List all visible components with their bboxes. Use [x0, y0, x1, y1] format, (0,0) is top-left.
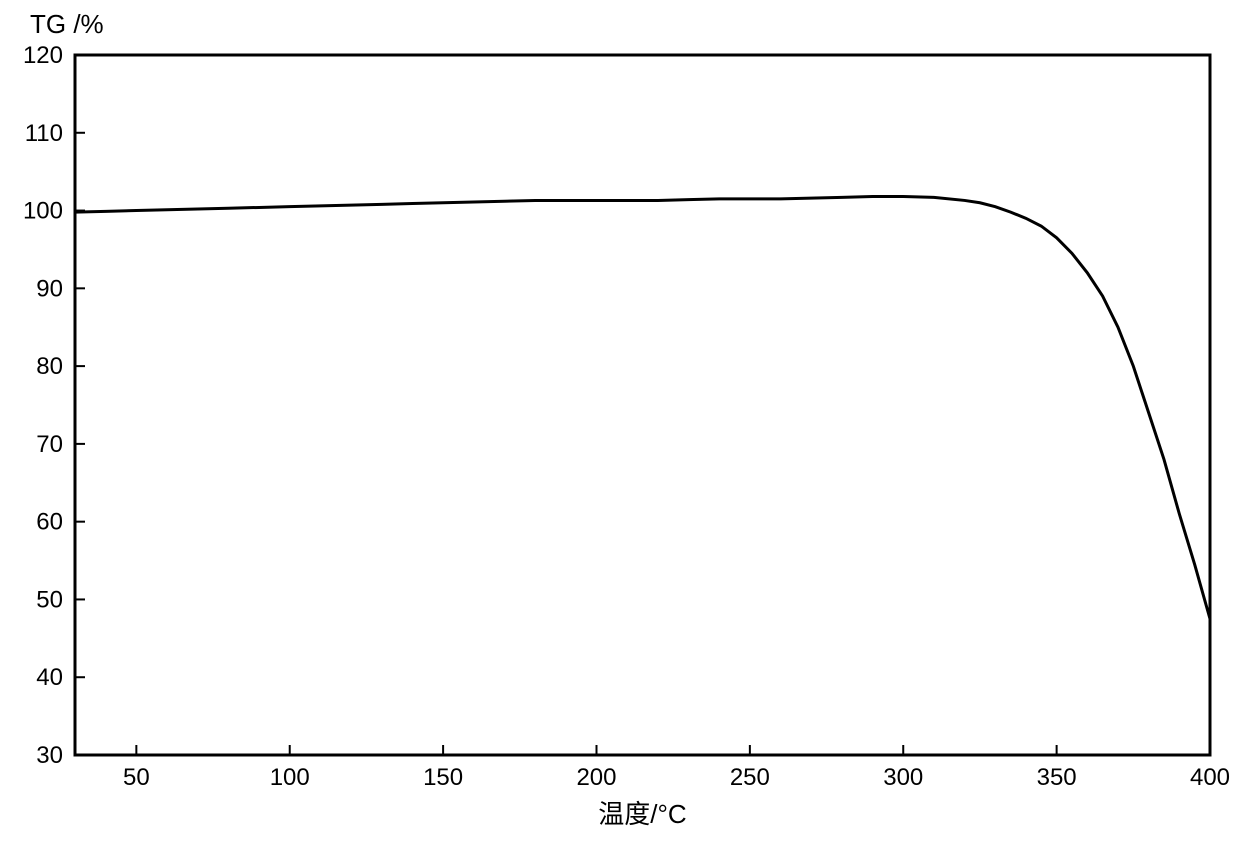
tg-chart: 50 100 150 200 250 300 350 400 30 40 50 60 70 80 90 10… — [0, 0, 1240, 843]
y-tick-label: 120 — [23, 42, 63, 69]
plot-box — [75, 55, 1210, 755]
y-tick-label: 40 — [36, 664, 63, 691]
x-ticks-group: 50 100 150 200 250 300 350 400 — [123, 745, 1230, 791]
x-tick-label: 400 — [1190, 764, 1230, 791]
tg-curve — [75, 197, 1210, 619]
y-tick-label: 90 — [36, 275, 63, 302]
x-tick-label: 50 — [123, 764, 150, 791]
y-tick-label: 30 — [36, 742, 63, 769]
x-tick-label: 350 — [1037, 764, 1077, 791]
y-tick-label: 80 — [36, 353, 63, 380]
y-axis-label: TG /% — [30, 9, 104, 39]
x-tick-label: 200 — [576, 764, 616, 791]
y-tick-label: 60 — [36, 509, 63, 536]
y-tick-label: 70 — [36, 431, 63, 458]
x-tick-label: 300 — [883, 764, 923, 791]
y-tick-label: 50 — [36, 586, 63, 613]
x-tick-label: 250 — [730, 764, 770, 791]
chart-svg: 50 100 150 200 250 300 350 400 30 40 50 60 70 80 90 10… — [0, 0, 1240, 843]
x-tick-label: 100 — [270, 764, 310, 791]
y-tick-label: 100 — [23, 198, 63, 225]
y-tick-label: 110 — [25, 120, 63, 147]
x-axis-label: 温度/°C — [598, 799, 686, 829]
x-tick-label: 150 — [423, 764, 463, 791]
